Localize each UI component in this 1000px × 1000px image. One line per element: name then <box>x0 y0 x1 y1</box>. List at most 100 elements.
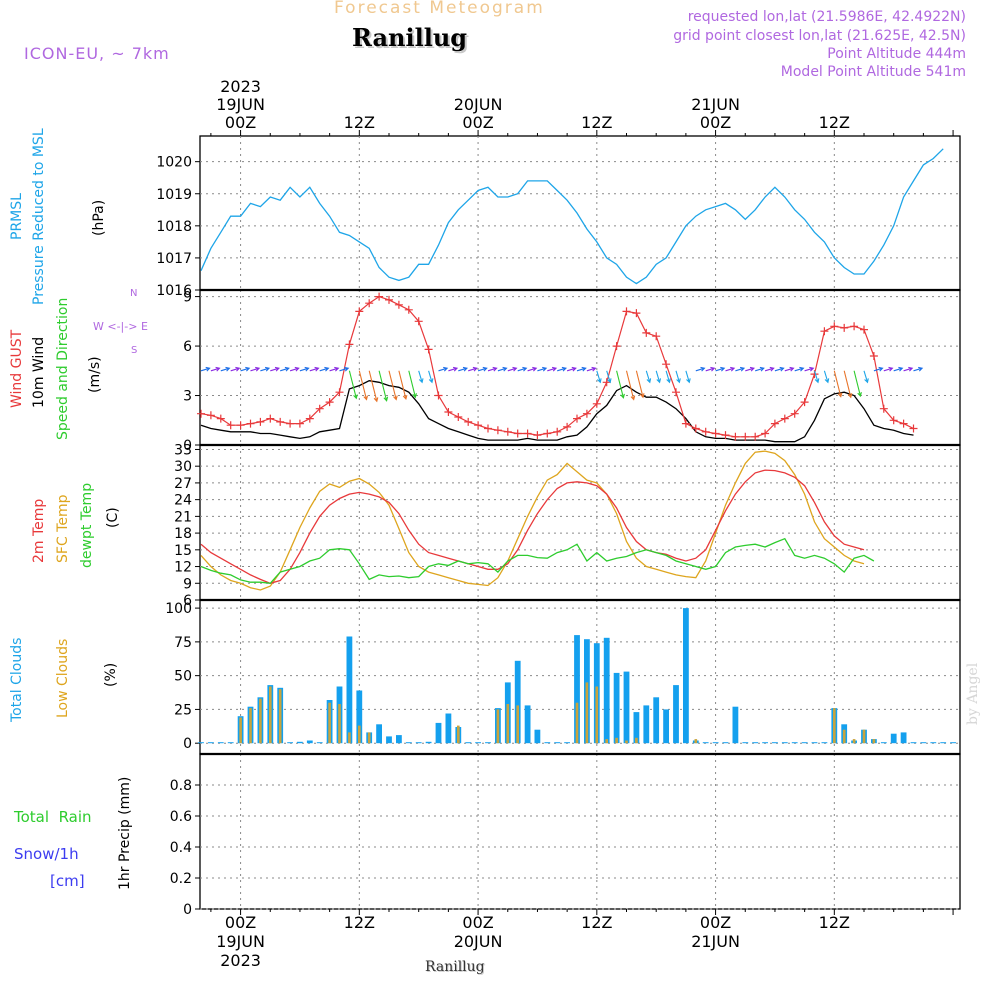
wind-direction-arrow <box>507 366 518 372</box>
wind-gust-marker <box>602 378 611 387</box>
wind-direction-arrow <box>685 370 691 384</box>
wind-gust-marker <box>830 322 839 331</box>
total-clouds-bar <box>920 742 927 744</box>
wind-direction-arrow <box>329 366 340 372</box>
wind-gust-marker <box>860 325 868 334</box>
wind-direction-arrow <box>339 366 350 372</box>
low-clouds-bar <box>328 702 331 744</box>
wind-gust-marker <box>681 419 690 428</box>
y-tick-label-temperature: 24 <box>174 493 192 509</box>
wind-direction-arrow <box>487 366 498 372</box>
prmsl-label: PRMSL <box>9 193 25 240</box>
total-clouds-bar <box>603 637 610 744</box>
low-clouds-bar <box>358 725 361 744</box>
wind-direction-arrow <box>458 366 468 372</box>
panel-frame-wind <box>199 289 961 446</box>
total-clouds-bar <box>287 742 293 744</box>
wind-gust-marker <box>335 388 344 397</box>
wind-gust-marker <box>879 404 888 413</box>
bottom-year-label: 2023 <box>220 951 261 970</box>
total-clouds-bar <box>752 742 759 744</box>
temp-dewpt-label: dewpt Temp <box>79 482 95 568</box>
wind-gust-marker <box>662 360 671 369</box>
wind-unit-label: (m/s) <box>87 356 103 393</box>
wind-gust-marker <box>375 292 384 301</box>
compass-north-label: N <box>130 288 138 299</box>
total-clouds-bar <box>208 742 214 744</box>
y-tick-label-clouds: 0 <box>183 736 192 752</box>
wind-direction-arrow <box>873 366 884 372</box>
grid-point-coords: grid point closest lon,lat (21.625E, 42.… <box>673 28 966 44</box>
y-tick-label-temperature: 21 <box>174 509 192 525</box>
wind-gust-marker <box>276 417 285 426</box>
y-tick-label-pressure: 1018 <box>156 219 192 235</box>
wind-gust-marker <box>197 409 205 418</box>
wind-10m-label: 10m Wind <box>31 336 47 408</box>
wind-gust-marker <box>761 429 770 438</box>
low-clouds-bar <box>506 704 510 744</box>
pressure-unit-label: (hPa) <box>91 199 107 236</box>
wind-gust-marker <box>701 427 710 436</box>
low-clouds-bar <box>457 725 460 744</box>
total-clouds-bar <box>405 742 412 744</box>
total-clouds-bar <box>316 742 323 744</box>
low-clouds-bar <box>842 729 846 744</box>
wind-direction-arrow <box>695 366 706 372</box>
y-tick-label-temperature: 6 <box>183 593 192 609</box>
wind-direction-arrow <box>833 370 843 398</box>
total-clouds-bar <box>376 724 382 744</box>
total-clouds-bar <box>910 742 917 744</box>
wind-gust-marker <box>731 432 740 441</box>
temp-sfc-label: SFC Temp <box>55 494 71 563</box>
wind-gust-series-line <box>200 295 914 438</box>
wind-gust-marker <box>652 332 661 341</box>
wind-gust-marker <box>543 429 552 438</box>
compass-south-label: S <box>131 345 138 356</box>
total-clouds-bar <box>386 736 392 744</box>
low-clouds-bar <box>625 740 628 744</box>
wind-direction-arrow <box>804 366 815 372</box>
y-tick-label-clouds: 75 <box>174 635 192 651</box>
requested-coords: requested lon,lat (21.5986E, 42.4922N) <box>687 9 966 25</box>
snow-label: Snow/1h <box>14 845 79 863</box>
y-tick-label-temperature: 18 <box>174 526 192 542</box>
total-clouds-bar <box>297 741 303 744</box>
wind-gust-marker <box>305 414 314 423</box>
total-clouds-bar <box>663 709 669 744</box>
wind-gust-marker <box>780 414 789 423</box>
wind-gust-marker <box>206 411 215 420</box>
wind-direction-arrow <box>883 366 894 372</box>
wind-gust-marker <box>266 414 275 423</box>
top-hour-label: 00Z <box>462 113 493 132</box>
wind-direction-arrow <box>755 366 765 372</box>
y-tick-label-clouds: 25 <box>174 702 192 718</box>
total-clouds-bar <box>880 742 887 744</box>
panel-frame-precip <box>199 753 961 910</box>
total-clouds-bar <box>930 742 937 744</box>
wind-direction-arrow <box>794 366 805 372</box>
total-rain-label: Total Rain <box>14 808 92 826</box>
wind-gust-marker <box>523 429 532 438</box>
bottom-hour-label: 00Z <box>225 913 256 932</box>
wind-gust-marker <box>909 424 918 433</box>
total-clouds-bar <box>465 742 472 744</box>
wind-gust-marker <box>790 409 799 418</box>
top-hour-label: 12Z <box>581 113 612 132</box>
wind-direction-arrow <box>576 366 587 372</box>
bottom-hour-label: 00Z <box>462 913 493 932</box>
low-clouds-bar <box>585 682 589 744</box>
total-clouds-bar <box>633 712 640 744</box>
panel-frame-temperature <box>199 444 961 601</box>
compass-label: W <-|-> E <box>93 320 148 333</box>
wind-gust-marker <box>592 399 601 408</box>
wind-direction-arrow <box>358 370 369 401</box>
total-clouds-bar <box>613 672 620 744</box>
top-date-label: 20JUN <box>454 95 503 114</box>
wind-gust-marker <box>850 322 859 331</box>
wind-gust-marker <box>573 414 581 423</box>
wind-direction-arrow <box>715 366 726 372</box>
total-clouds-bar <box>485 742 491 744</box>
total-clouds-bar <box>702 742 709 744</box>
wind-direction-arrow <box>388 370 398 401</box>
top-date-label: 19JUN <box>216 95 265 114</box>
